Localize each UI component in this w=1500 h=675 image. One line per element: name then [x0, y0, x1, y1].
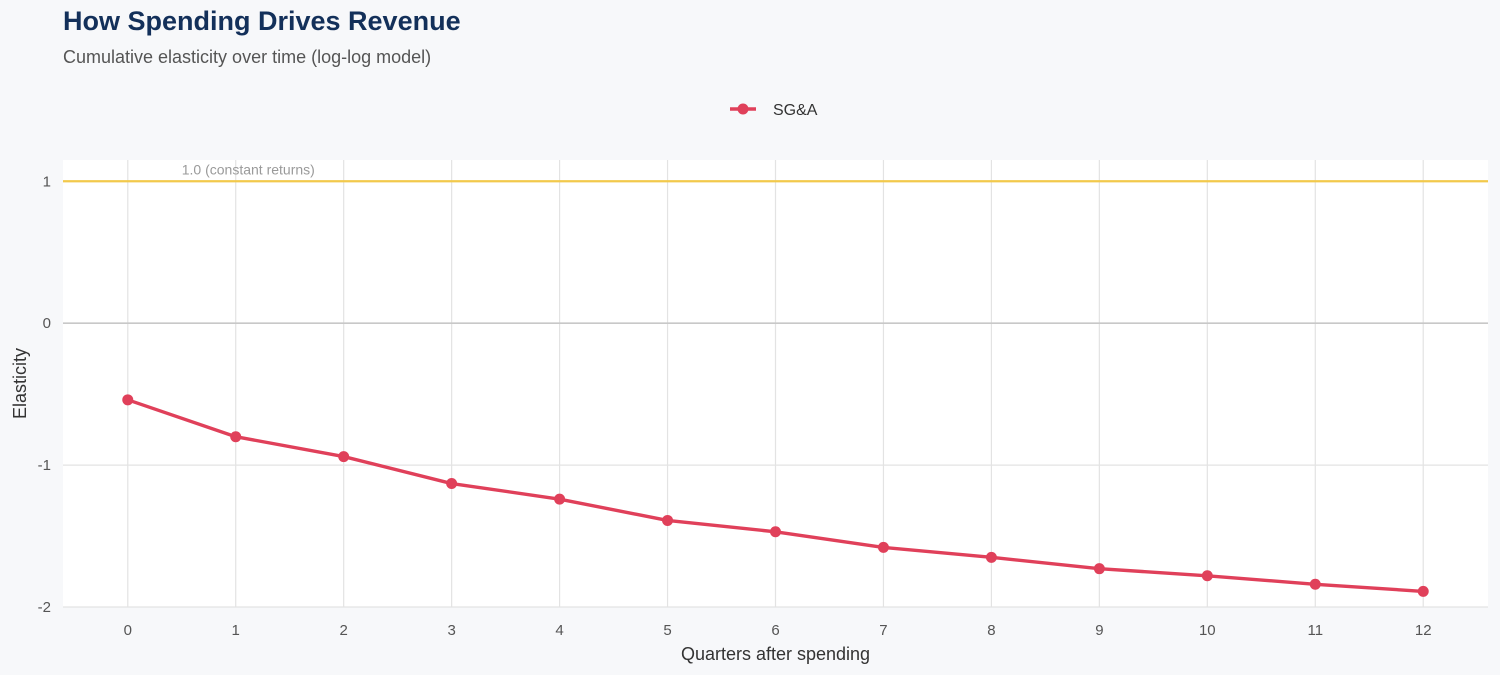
y-tick-label: -1 — [38, 457, 51, 474]
y-axis-title: Elasticity — [10, 348, 30, 419]
data-point — [554, 493, 566, 505]
x-tick-label: 6 — [771, 622, 779, 639]
y-tick-label: -2 — [38, 599, 51, 616]
chart-title: How Spending Drives Revenue — [63, 6, 461, 36]
x-tick-label: 5 — [663, 622, 671, 639]
legend-label-sga: SG&A — [773, 102, 818, 119]
grid — [63, 160, 1488, 608]
data-point — [770, 526, 781, 538]
data-point — [1417, 585, 1429, 597]
x-tick-label: 7 — [879, 622, 887, 639]
data-point — [662, 514, 674, 526]
x-tick-label: 1 — [232, 622, 240, 639]
chart-subtitle: Cumulative elasticity over time (log-log… — [63, 47, 432, 67]
x-tick-label: 0 — [124, 622, 132, 639]
data-point — [230, 431, 242, 443]
data-point — [122, 394, 134, 406]
data-point — [1201, 570, 1213, 582]
data-point — [877, 541, 889, 553]
x-tick-label: 9 — [1095, 622, 1103, 639]
legend-swatch-marker — [737, 103, 749, 115]
legend: SG&A — [730, 102, 818, 119]
series-group — [122, 394, 1429, 597]
data-point — [985, 551, 997, 563]
data-point — [446, 478, 458, 490]
data-point — [1309, 578, 1321, 590]
reference-line-group: 1.0 (constant returns) — [63, 161, 1488, 183]
y-tick-label: 0 — [43, 315, 51, 332]
x-tick-label: 4 — [555, 622, 563, 639]
x-tick-label: 10 — [1199, 622, 1216, 639]
data-point — [338, 451, 350, 463]
x-tick-label: 3 — [447, 622, 455, 639]
reference-line-label: 1.0 (constant returns) — [182, 161, 315, 177]
data-point — [1093, 563, 1105, 575]
y-tick-label: 1 — [43, 173, 51, 190]
x-tick-label: 12 — [1415, 622, 1432, 639]
x-tick-label: 11 — [1307, 622, 1323, 639]
x-tick-label: 8 — [987, 622, 995, 639]
x-axis-title: Quarters after spending — [681, 644, 870, 664]
x-tick-label: 2 — [340, 622, 348, 639]
